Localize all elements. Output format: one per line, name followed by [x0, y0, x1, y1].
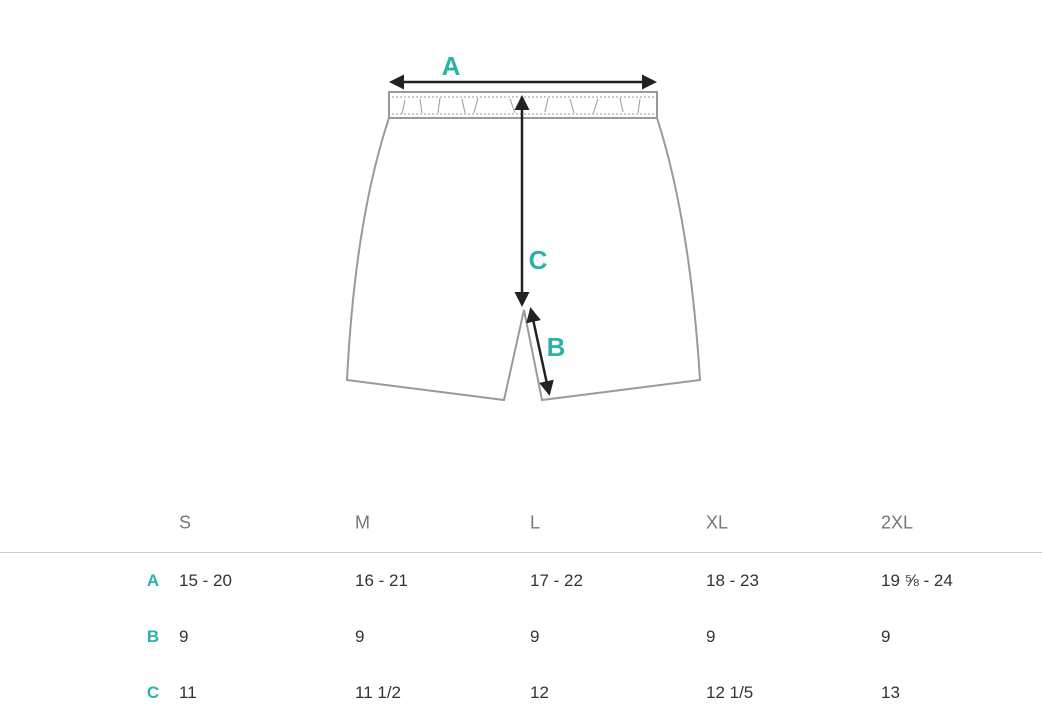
table-cell: 12	[530, 683, 549, 702]
table-cell: 15 - 20	[179, 571, 232, 590]
row-label: C	[146, 683, 160, 702]
table-cell: 11 1/2	[355, 683, 402, 702]
table-cell: 18 - 23	[706, 571, 759, 590]
column-header: S	[179, 512, 192, 533]
row-label: A	[146, 571, 160, 590]
table-cell: 9	[530, 627, 540, 646]
table-cell: 17 - 22	[530, 571, 583, 590]
table-cell: 12 1/5	[706, 683, 754, 702]
diagram-label: B	[547, 332, 566, 362]
column-header: XL	[706, 512, 729, 533]
table-cell: 13	[881, 683, 900, 702]
shorts-outline	[345, 91, 702, 402]
diagram-label: A	[442, 51, 461, 81]
table-cell: 9	[355, 627, 365, 646]
table-cell: 9	[881, 627, 891, 646]
table-cell: 19 ⅝ - 24	[881, 571, 953, 590]
table-cell: 11	[179, 683, 197, 702]
shorts-diagram: A C B	[345, 51, 702, 402]
column-header: 2XL	[881, 512, 914, 533]
row-label: B	[146, 627, 160, 646]
table-cell: 16 - 21	[355, 571, 408, 590]
diagram-label: C	[529, 245, 548, 275]
table-cell: 9	[706, 627, 716, 646]
column-header: L	[530, 512, 541, 533]
column-header: M	[355, 512, 370, 533]
measure-arrows	[389, 74, 657, 396]
header-divider	[0, 552, 1042, 553]
table-cell: 9	[179, 627, 189, 646]
